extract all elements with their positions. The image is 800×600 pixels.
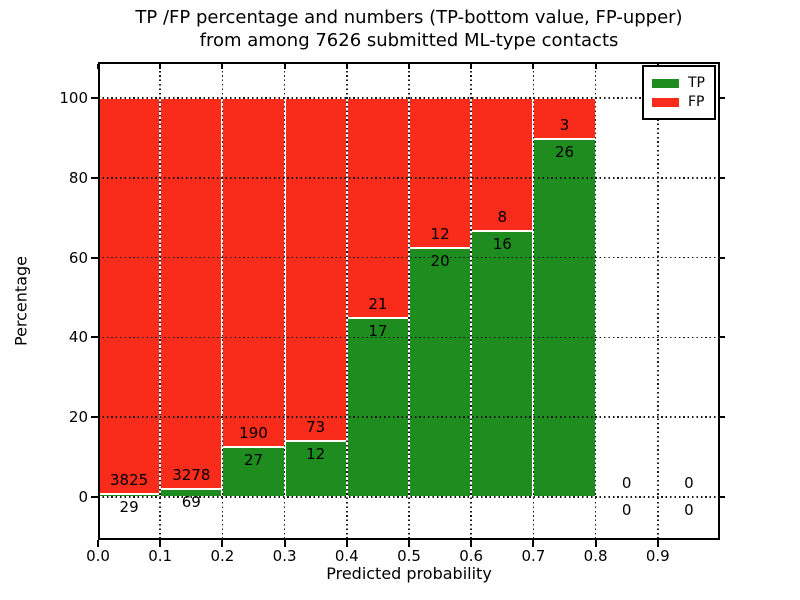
fp-count-label: 0 [684,474,694,492]
tp-bar-segment [346,318,409,497]
x-tick-top [345,64,348,69]
y-tick-right [720,176,725,179]
gridline-vertical [221,62,224,540]
x-tick-label: 0.5 [397,547,421,565]
y-tick-label: 20 [68,408,88,427]
gridline-vertical [346,62,348,540]
fp-legend-swatch [652,97,679,107]
tp-count-label: 29 [119,498,139,516]
tp-count-label: 27 [243,451,264,470]
fp-bar-segment [98,98,161,494]
x-tick-label: 0.8 [583,547,608,565]
x-tick-label: 0.6 [459,547,484,565]
x-tick [97,540,99,547]
x-tick-top [97,64,99,69]
tp-count-label: 12 [306,444,326,463]
tp-count-label: 20 [430,251,450,270]
fp-count-label: 8 [497,207,508,226]
y-tick-right [720,496,725,498]
y-tick-right [720,416,725,419]
y-tick [91,176,98,179]
tp-legend-label: TP [688,75,705,91]
fp-count-label: 3278 [172,465,211,484]
tp-count-label: 16 [492,234,512,253]
x-tick [532,540,535,547]
gridline-vertical [470,62,472,540]
legend: TP FP [642,65,716,120]
y-tick-right [720,256,725,259]
x-axis-label: Predicted probability [326,564,492,583]
tp-count-label: 17 [368,322,388,341]
y-axis-label: Percentage [11,255,31,347]
gridline-vertical [408,62,410,540]
y-tick-label: 0 [78,488,88,506]
y-tick-label: 60 [68,248,88,267]
plot-area: TP FP 3825 29 3278 69 190 27 73 12 21 17 12 20 8 16 3 2… [59,62,725,565]
gridline-vertical [594,62,597,540]
fp-bar-segment [284,98,347,441]
x-tick-label: 0.1 [148,547,173,565]
fp-count-label: 3825 [110,471,149,489]
gridline-vertical [159,62,161,540]
y-tick-label: 100 [59,89,88,107]
legend-item-tp: TP [652,75,705,91]
y-tick [91,336,98,339]
x-tick-top [408,64,410,69]
x-tick-label: 0.3 [272,547,297,565]
x-tick-top [594,64,597,69]
x-tick-label: 0.9 [645,547,670,565]
y-tick [91,97,98,99]
y-tick-right [720,97,725,99]
y-tick-label: 40 [68,328,88,347]
x-tick-label: 0.7 [521,547,546,565]
chart-title: TP /FP percentage and numbers (TP-bottom… [98,6,720,52]
tp-bar-segment [471,230,534,497]
x-tick [470,540,473,547]
fp-bar-segment [222,98,285,448]
x-tick [283,540,286,547]
x-tick-top [470,64,473,69]
x-tick [345,540,348,547]
gridline-vertical [657,62,659,540]
x-tick [408,540,410,547]
fp-count-label: 73 [306,417,326,436]
x-tick [656,540,659,547]
fp-bar-segment [160,98,223,489]
tp-bar-segment [533,139,596,497]
x-tick [221,540,224,547]
y-tick-right [720,336,725,339]
tp-bar-segment [409,247,472,497]
y-tick [91,256,98,259]
fp-legend-label: FP [688,94,705,110]
x-tick-label: 0.4 [334,547,359,565]
chart-title-line1: TP /FP percentage and numbers (TP-bottom… [135,7,683,28]
y-tick [91,496,98,498]
gridline-vertical [283,62,286,540]
x-tick-top [159,64,162,69]
x-tick-top [532,64,535,69]
x-tick-top [283,64,286,69]
y-tick-label: 80 [68,168,88,187]
fp-count-label: 0 [621,474,632,492]
fp-count-label: 12 [430,224,450,243]
x-tick-label: 0.2 [210,547,235,565]
tp-legend-swatch [652,78,679,88]
tp-count-label: 0 [621,501,632,519]
x-tick-label: 0.0 [86,547,110,565]
x-tick [594,540,597,547]
fp-count-label: 21 [368,295,388,314]
fp-count-label: 3 [559,116,570,135]
gridline-vertical [532,62,535,540]
fp-bar-segment [346,98,409,319]
tp-count-label: 69 [181,492,201,511]
fp-count-label: 190 [239,424,268,443]
y-tick [91,416,98,419]
chart-title-line2: from among 7626 submitted ML-type contac… [199,30,619,51]
legend-item-fp: FP [652,94,705,110]
tp-count-label: 0 [684,501,694,519]
tp-count-label: 26 [554,143,575,162]
x-tick [159,540,162,547]
x-tick-top [221,64,224,69]
